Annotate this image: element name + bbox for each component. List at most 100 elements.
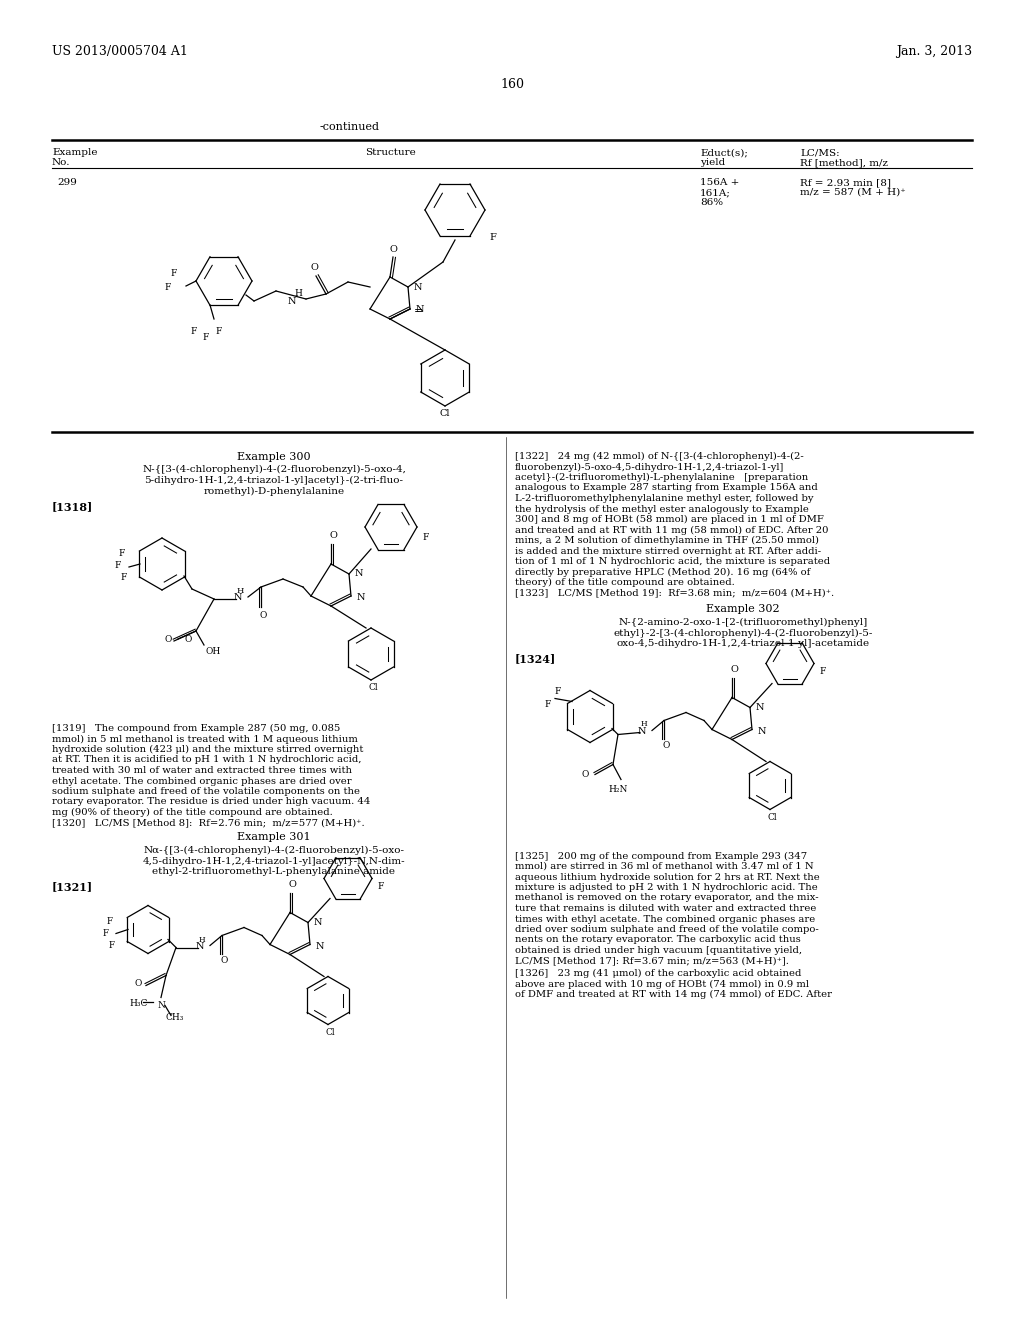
Text: H: H (199, 936, 206, 944)
Text: F: F (555, 686, 561, 696)
Text: theory) of the title compound are obtained.: theory) of the title compound are obtain… (515, 578, 735, 587)
Text: F: F (119, 549, 125, 558)
Text: -continued: -continued (319, 121, 380, 132)
Text: N: N (315, 942, 325, 950)
Text: treated with 30 ml of water and extracted three times with: treated with 30 ml of water and extracte… (52, 766, 352, 775)
Text: Educt(s);: Educt(s); (700, 148, 748, 157)
Text: O: O (582, 770, 589, 779)
Text: N: N (414, 282, 422, 292)
Text: 300] and 8 mg of HOBt (58 mmol) are placed in 1 ml of DMF: 300] and 8 mg of HOBt (58 mmol) are plac… (515, 515, 824, 524)
Text: N: N (157, 1001, 165, 1010)
Text: aqueous lithium hydroxide solution for 2 hrs at RT. Next the: aqueous lithium hydroxide solution for 2… (515, 873, 820, 882)
Text: N: N (233, 594, 243, 602)
Text: Example 301: Example 301 (238, 833, 311, 842)
Text: F: F (378, 882, 384, 891)
Text: F: F (203, 333, 209, 342)
Text: O: O (663, 741, 670, 750)
Text: directly by preparative HPLC (Method 20). 16 mg (64% of: directly by preparative HPLC (Method 20)… (515, 568, 810, 577)
Text: Rf = 2.93 min [8]: Rf = 2.93 min [8] (800, 178, 891, 187)
Text: and treated and at RT with 11 mg (58 mmol) of EDC. After 20: and treated and at RT with 11 mg (58 mmo… (515, 525, 828, 535)
Text: Jan. 3, 2013: Jan. 3, 2013 (896, 45, 972, 58)
Text: at RT. Then it is acidified to pH 1 with 1 N hydrochloric acid,: at RT. Then it is acidified to pH 1 with… (52, 755, 361, 764)
Text: [1319]   The compound from Example 287 (50 mg, 0.085: [1319] The compound from Example 287 (50… (52, 723, 340, 733)
Text: mmol) are stirred in 36 ml of methanol with 3.47 ml of 1 N: mmol) are stirred in 36 ml of methanol w… (515, 862, 814, 871)
Text: L-2-trifluoromethylphenylalanine methyl ester, followed by: L-2-trifluoromethylphenylalanine methyl … (515, 494, 813, 503)
Text: LC/MS:: LC/MS: (800, 148, 840, 157)
Text: F: F (545, 700, 551, 709)
Text: times with ethyl acetate. The combined organic phases are: times with ethyl acetate. The combined o… (515, 915, 815, 924)
Text: N: N (313, 917, 323, 927)
Text: F: F (165, 284, 171, 293)
Text: O: O (164, 635, 172, 644)
Text: 5-dihydro-1H-1,2,4-triazol-1-yl]acetyl}-(2-tri-fluo-: 5-dihydro-1H-1,2,4-triazol-1-yl]acetyl}-… (144, 477, 403, 486)
Text: Example 302: Example 302 (707, 605, 780, 615)
Text: 161A;: 161A; (700, 187, 731, 197)
Text: Cl: Cl (767, 813, 777, 822)
Text: H: H (641, 721, 647, 729)
Text: N: N (356, 594, 366, 602)
Text: ture that remains is diluted with water and extracted three: ture that remains is diluted with water … (515, 904, 816, 913)
Text: tion of 1 ml of 1 N hydrochloric acid, the mixture is separated: tion of 1 ml of 1 N hydrochloric acid, t… (515, 557, 830, 566)
Text: N: N (758, 727, 766, 737)
Text: O: O (389, 244, 397, 253)
Text: mg (90% of theory) of the title compound are obtained.: mg (90% of theory) of the title compound… (52, 808, 333, 817)
Text: Cl: Cl (369, 684, 378, 693)
Text: O: O (184, 635, 191, 644)
Text: nents on the rotary evaporator. The carboxylic acid thus: nents on the rotary evaporator. The carb… (515, 936, 801, 945)
Text: Example: Example (52, 148, 97, 157)
Text: O: O (730, 665, 738, 675)
Text: fluorobenzyl)-5-oxo-4,5-dihydro-1H-1,2,4-triazol-1-yl]: fluorobenzyl)-5-oxo-4,5-dihydro-1H-1,2,4… (515, 462, 784, 471)
Text: obtained is dried under high vacuum [quantitative yield,: obtained is dried under high vacuum [qua… (515, 946, 802, 954)
Text: N: N (638, 727, 646, 737)
Text: methanol is removed on the rotary evaporator, and the mix-: methanol is removed on the rotary evapor… (515, 894, 818, 903)
Text: 4,5-dihydro-1H-1,2,4-triazol-1-yl]acetyl}-N,N-dim-: 4,5-dihydro-1H-1,2,4-triazol-1-yl]acetyl… (142, 857, 406, 866)
Text: 86%: 86% (700, 198, 723, 207)
Text: N: N (288, 297, 296, 305)
Text: O: O (329, 532, 337, 540)
Text: LC/MS [Method 17]: Rf=3.67 min; m/z=563 (M+H)⁺].: LC/MS [Method 17]: Rf=3.67 min; m/z=563 … (515, 957, 788, 965)
Text: [1326]   23 mg (41 μmol) of the carboxylic acid obtained: [1326] 23 mg (41 μmol) of the carboxylic… (515, 969, 802, 978)
Text: H₂N: H₂N (608, 785, 628, 795)
Text: O: O (220, 956, 227, 965)
Text: O: O (288, 880, 296, 888)
Text: Rf [method], m/z: Rf [method], m/z (800, 158, 888, 168)
Text: [1323]   LC/MS [Method 19]:  Rf=3.68 min;  m/z=604 (M+H)⁺.: [1323] LC/MS [Method 19]: Rf=3.68 min; m… (515, 589, 835, 598)
Text: O: O (259, 610, 266, 619)
Text: of DMF and treated at RT with 14 mg (74 mmol) of EDC. After: of DMF and treated at RT with 14 mg (74 … (515, 990, 831, 999)
Text: H₃C: H₃C (130, 999, 148, 1008)
Text: US 2013/0005704 A1: US 2013/0005704 A1 (52, 45, 187, 58)
Text: mins, a 2 M solution of dimethylamine in THF (25.50 mmol): mins, a 2 M solution of dimethylamine in… (515, 536, 819, 545)
Text: yield: yield (700, 158, 725, 168)
Text: No.: No. (52, 158, 71, 168)
Text: F: F (171, 269, 177, 279)
Text: F: F (820, 667, 826, 676)
Text: Cl: Cl (439, 408, 451, 417)
Text: F: F (216, 326, 222, 335)
Text: [1318]: [1318] (52, 502, 93, 512)
Text: analogous to Example 287 starting from Example 156A and: analogous to Example 287 starting from E… (515, 483, 818, 492)
Text: acetyl}-(2-trifluoromethyl)-L-phenylalanine   [preparation: acetyl}-(2-trifluoromethyl)-L-phenylalan… (515, 473, 808, 482)
Text: Structure: Structure (365, 148, 416, 157)
Text: ethyl}-2-[3-(4-chlorophenyl)-4-(2-fluorobenzyl)-5-: ethyl}-2-[3-(4-chlorophenyl)-4-(2-fluoro… (613, 628, 872, 638)
Text: F: F (190, 326, 198, 335)
Text: N: N (416, 305, 424, 314)
Text: Nα-{[3-(4-chlorophenyl)-4-(2-fluorobenzyl)-5-oxo-: Nα-{[3-(4-chlorophenyl)-4-(2-fluorobenzy… (143, 846, 404, 854)
Text: F: F (106, 917, 113, 927)
Text: 156A +: 156A + (700, 178, 739, 187)
Text: is added and the mixture stirred overnight at RT. After addi-: is added and the mixture stirred overnig… (515, 546, 821, 556)
Text: N: N (196, 942, 204, 950)
Text: OH: OH (206, 647, 221, 656)
Text: oxo-4,5-dihydro-1H-1,2,4-triazol-1-yl]-acetamide: oxo-4,5-dihydro-1H-1,2,4-triazol-1-yl]-a… (616, 639, 869, 648)
Text: N: N (756, 704, 764, 711)
Text: Cl: Cl (326, 1028, 335, 1038)
Text: romethyl)-D-phenylalanine: romethyl)-D-phenylalanine (204, 487, 344, 496)
Text: N: N (354, 569, 364, 578)
Text: [1322]   24 mg (42 mmol) of N-{[3-(4-chlorophenyl)-4-(2-: [1322] 24 mg (42 mmol) of N-{[3-(4-chlor… (515, 451, 804, 461)
Text: CH₃: CH₃ (166, 1012, 184, 1022)
Text: N-{[3-(4-chlorophenyl)-4-(2-fluorobenzyl)-5-oxo-4,: N-{[3-(4-chlorophenyl)-4-(2-fluorobenzyl… (142, 465, 406, 474)
Text: [1320]   LC/MS [Method 8]:  Rf=2.76 min;  m/z=577 (M+H)⁺.: [1320] LC/MS [Method 8]: Rf=2.76 min; m/… (52, 818, 365, 828)
Text: mmol) in 5 ml methanol is treated with 1 M aqueous lithium: mmol) in 5 ml methanol is treated with 1… (52, 734, 357, 743)
Text: mixture is adjusted to pH 2 with 1 N hydrochloric acid. The: mixture is adjusted to pH 2 with 1 N hyd… (515, 883, 818, 892)
Text: ethyl-2-trifluoromethyl-L-phenylalanine amide: ethyl-2-trifluoromethyl-L-phenylalanine … (153, 867, 395, 876)
Text: [1325]   200 mg of the compound from Example 293 (347: [1325] 200 mg of the compound from Examp… (515, 851, 807, 861)
